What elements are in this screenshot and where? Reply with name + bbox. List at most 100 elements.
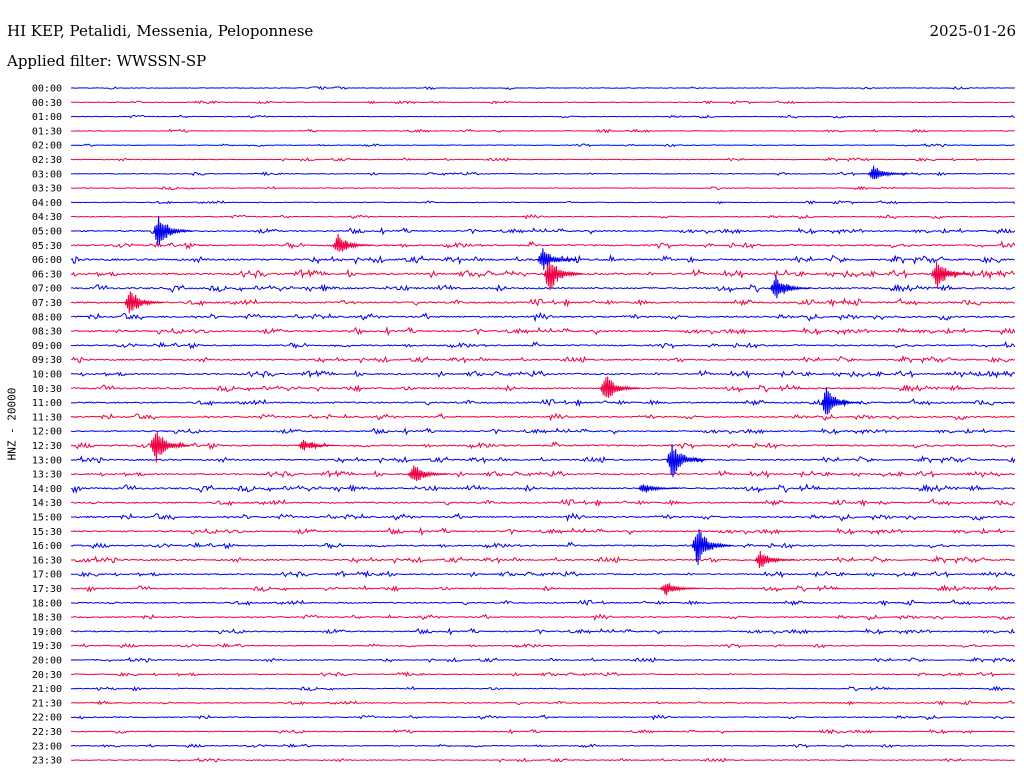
row-tick-label: 16:30 (32, 555, 62, 566)
row-tick-label: 06:30 (32, 269, 62, 280)
event-burst-0 (867, 165, 909, 180)
trace-row-0630 (70, 268, 1015, 280)
time-tick-labels: 00:00 00:30 01:00 01:30 02:00 02:30 03:00 03:30… (32, 84, 62, 767)
event-burst-15 (691, 529, 732, 565)
row-tick-label: 19:00 (32, 627, 62, 638)
trace-row-2100 (70, 685, 1015, 692)
trace-row-1700 (70, 569, 1016, 579)
row-tick-label: 06:00 (32, 255, 62, 266)
trace-row-1430 (70, 498, 1015, 508)
row-tick-label: 13:00 (32, 455, 62, 466)
trace-row-1630 (70, 555, 1015, 565)
row-tick-label: 08:00 (32, 312, 62, 323)
event-burst-10 (149, 431, 191, 463)
event-burst-8 (600, 376, 641, 398)
event-burst-17 (660, 583, 701, 596)
trace-row-1500 (70, 512, 1015, 523)
event-burst-16 (754, 550, 795, 569)
row-tick-label: 03:30 (32, 184, 62, 195)
trace-row-0730 (70, 297, 1015, 308)
trace-row-0500 (70, 226, 1016, 236)
row-tick-label: 17:30 (32, 584, 62, 595)
trace-row-1230 (70, 441, 1016, 450)
row-tick-label: 01:00 (32, 112, 62, 123)
event-burst-2 (332, 233, 373, 252)
event-burst-1 (152, 216, 194, 246)
station-title: HI KEP, Petalidi, Messenia, Peloponnese (7, 22, 314, 40)
row-tick-label: 15:00 (32, 513, 62, 524)
trace-row-0000 (71, 85, 1015, 91)
row-tick-label: 23:00 (32, 741, 62, 752)
filter-label: Applied filter: WWSSN-SP (7, 52, 207, 70)
trace-row-1830 (70, 613, 1015, 622)
row-tick-label: 05:00 (32, 227, 62, 238)
trace-row-0900 (70, 340, 1016, 350)
event-burst-14 (638, 484, 679, 493)
event-burst-12 (666, 444, 707, 478)
event-burst-5 (930, 261, 972, 288)
trace-row-2300 (70, 743, 1015, 749)
trace-row-2330 (70, 757, 1015, 763)
row-tick-label: 00:00 (32, 84, 62, 95)
seismic-traces (70, 85, 1016, 763)
row-tick-label: 07:30 (32, 298, 62, 309)
trace-row-1400 (70, 483, 1016, 494)
trace-row-2130 (70, 700, 1015, 707)
row-tick-label: 20:00 (32, 656, 62, 667)
row-tick-label: 11:30 (32, 412, 62, 423)
row-tick-label: 10:00 (32, 370, 62, 381)
trace-row-1530 (70, 526, 1015, 537)
event-burst-7 (124, 291, 165, 314)
trace-row-0830 (70, 325, 1016, 337)
row-tick-label: 13:30 (32, 470, 62, 481)
trace-row-0530 (70, 240, 1016, 250)
row-tick-label: 02:30 (32, 155, 62, 166)
row-tick-label: 12:00 (32, 427, 62, 438)
trace-row-0030 (70, 100, 1015, 105)
trace-row-1730 (70, 584, 1015, 593)
row-tick-label: 18:30 (32, 613, 62, 624)
trace-row-1030 (70, 383, 1015, 393)
row-tick-label: 02:00 (32, 141, 62, 152)
row-tick-label: 21:30 (32, 698, 62, 709)
event-burst-4 (543, 261, 584, 291)
trace-row-1930 (70, 642, 1015, 649)
row-tick-label: 23:30 (32, 756, 62, 767)
trace-row-0130 (70, 128, 1015, 134)
event-burst-11 (297, 439, 338, 451)
row-tick-label: 11:00 (32, 398, 62, 409)
row-tick-label: 08:30 (32, 327, 62, 338)
row-tick-label: 22:30 (32, 727, 62, 738)
row-tick-label: 10:30 (32, 384, 62, 395)
row-tick-label: 20:30 (32, 670, 62, 681)
row-tick-label: 09:30 (32, 355, 62, 366)
row-tick-label: 14:00 (32, 484, 62, 495)
event-burst-13 (407, 465, 449, 482)
row-tick-label: 03:00 (32, 169, 62, 180)
trace-row-0200 (70, 143, 1015, 148)
trace-row-1000 (70, 369, 1016, 379)
trace-row-1100 (70, 398, 1016, 408)
trace-row-2030 (70, 671, 1016, 678)
trace-row-1800 (70, 599, 1015, 607)
trace-row-0700 (70, 283, 1015, 294)
row-tick-label: 14:30 (32, 498, 62, 509)
row-tick-label: 17:00 (32, 570, 62, 581)
row-tick-label: 16:00 (32, 541, 62, 552)
row-tick-label: 01:30 (32, 126, 62, 137)
trace-row-2000 (70, 656, 1016, 664)
trace-row-0800 (70, 311, 1015, 323)
trace-row-0330 (70, 185, 1015, 191)
trace-row-1200 (70, 426, 1015, 436)
row-tick-label: 04:00 (32, 198, 62, 209)
row-tick-label: 12:30 (32, 441, 62, 452)
plot-date: 2025-01-26 (929, 22, 1016, 40)
trace-row-1300 (70, 455, 1016, 465)
trace-row-1330 (70, 469, 1016, 479)
trace-row-1900 (70, 627, 1016, 636)
row-tick-label: 07:00 (32, 284, 62, 295)
trace-row-0400 (70, 200, 1016, 205)
trace-row-0100 (70, 114, 1015, 119)
event-burst-6 (770, 275, 811, 299)
